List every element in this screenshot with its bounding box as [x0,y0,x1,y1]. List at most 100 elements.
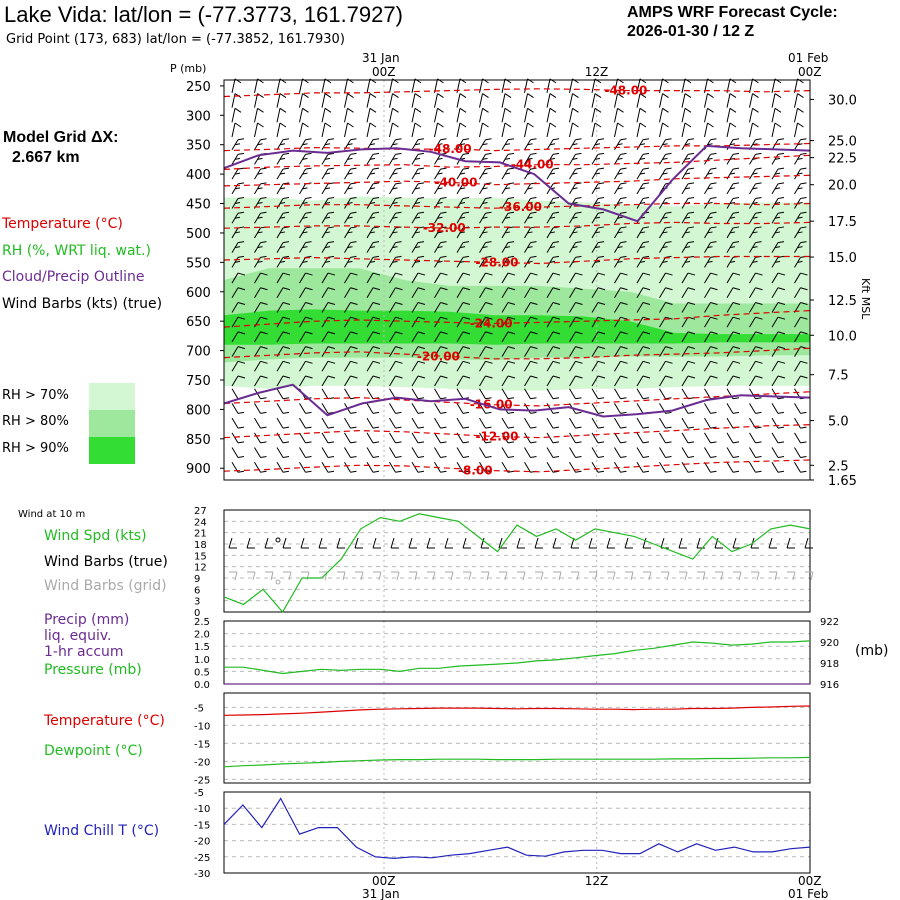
wind-barb [366,388,380,400]
wind-barb [299,403,312,414]
wind-barb [434,226,447,239]
bottom-date-label: 31 Jan [362,887,400,900]
wind-barb [794,226,807,239]
wind-barb [389,152,402,165]
wind-barb [231,167,245,180]
wind-panel-ytick: 15 [194,551,207,562]
wind-barb [749,331,763,343]
wind-barb [636,138,650,150]
wind-barb [794,316,808,328]
pressure-axis-label: P (mb) [170,62,207,75]
isotherm-label: -40.00 [435,175,478,189]
surface-barb [642,537,651,549]
wind-barb [524,78,534,93]
pressure-y2tick: 916 [820,680,839,691]
wind-barb [366,226,380,239]
wind-barb [704,287,718,299]
wind-barb [456,417,470,429]
wind-barb [749,447,762,459]
wind-barb [434,287,448,299]
wind-barb [636,287,651,299]
height-tick: 2.5 [828,459,849,474]
wind-barb [344,287,358,299]
wind-barb [344,331,358,343]
wind-barb [771,167,785,180]
legend-rh90-label: RH > 90% [2,441,69,456]
legend-precip-name: Precip (mm) [44,612,130,628]
wind-barb [726,93,737,108]
isotherm-line [223,347,811,360]
temp-panel-ytick: -20 [194,757,210,768]
wind-barb [681,93,692,108]
surface-barb [552,537,561,549]
wind-barb [344,447,357,459]
wind-barb [299,417,312,429]
surface-barb-grid [751,571,760,581]
surface-barb-grid [715,571,724,581]
pressure-tick: 350 [186,139,211,154]
wind-barb [366,316,381,328]
wind-barb [636,167,650,180]
wind-barb [321,211,335,224]
wind-barb [479,197,492,209]
wind-barb [771,375,786,387]
surface-barb [588,537,597,549]
wind-barb [479,316,493,328]
wind-barb [771,241,785,253]
wind-barb [726,447,740,459]
wind-barb [479,78,489,93]
wind-barb [434,211,447,224]
wind-barb [681,167,695,180]
wind-barb [231,241,245,253]
wind-barb [321,138,335,150]
wind-barb [501,301,516,313]
wind-barb [749,167,762,180]
wind-barb [569,93,579,108]
surface-barb [390,537,399,549]
wind-barb [636,417,650,429]
wind-barb [771,211,785,224]
wind-barb [366,152,380,165]
wind-barb [546,107,557,123]
wind-barb [794,182,807,195]
wind-barb [704,226,717,239]
top-date-label: 31 Jan [362,51,400,65]
wind-barb [434,182,447,195]
wind-barb [794,461,807,473]
wind-barb [411,287,426,299]
wind-barb [456,360,471,372]
surface-barb-grid [607,571,616,581]
surface-barb-grid [571,571,580,581]
model-grid-info: Model Grid ΔX: 2.667 km [3,128,119,168]
wind-barb [524,417,537,429]
wind-barb [546,375,561,387]
wind-barb [456,138,470,150]
wind-barb [231,122,242,138]
precip-panel-frame [223,620,811,685]
wind-barb [479,287,493,299]
pressure-y2tick: 918 [820,659,839,670]
wind-barb [501,346,516,357]
wind-barb [366,346,381,357]
height-tick: 25.0 [828,135,857,150]
wind-barb [411,122,422,138]
wind-barb [276,360,291,372]
wind-barb [569,122,579,138]
isotherm-label: -48.00 [604,84,647,98]
wind-barb [501,138,515,150]
wind-barb [636,375,651,387]
wind-barb [524,93,534,108]
wind-panel-ytick: 6 [194,585,200,596]
wind-barb [276,417,290,429]
height-tick: 15.0 [828,251,857,266]
wind-barb [479,241,492,253]
wind-barb [321,255,335,268]
wind-barb [299,461,312,473]
wind-barb [659,107,669,123]
wind-barb [276,122,287,138]
wind-barb [681,461,695,473]
isotherm-line [223,310,811,328]
height-tick: 30.0 [828,93,857,108]
wind-barb [366,255,380,268]
wind-barb [434,417,447,429]
